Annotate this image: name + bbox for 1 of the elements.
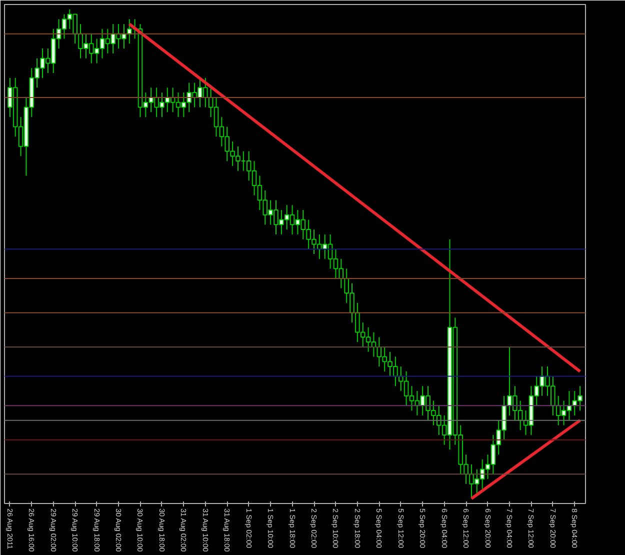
- candlestick: [126, 18, 132, 44]
